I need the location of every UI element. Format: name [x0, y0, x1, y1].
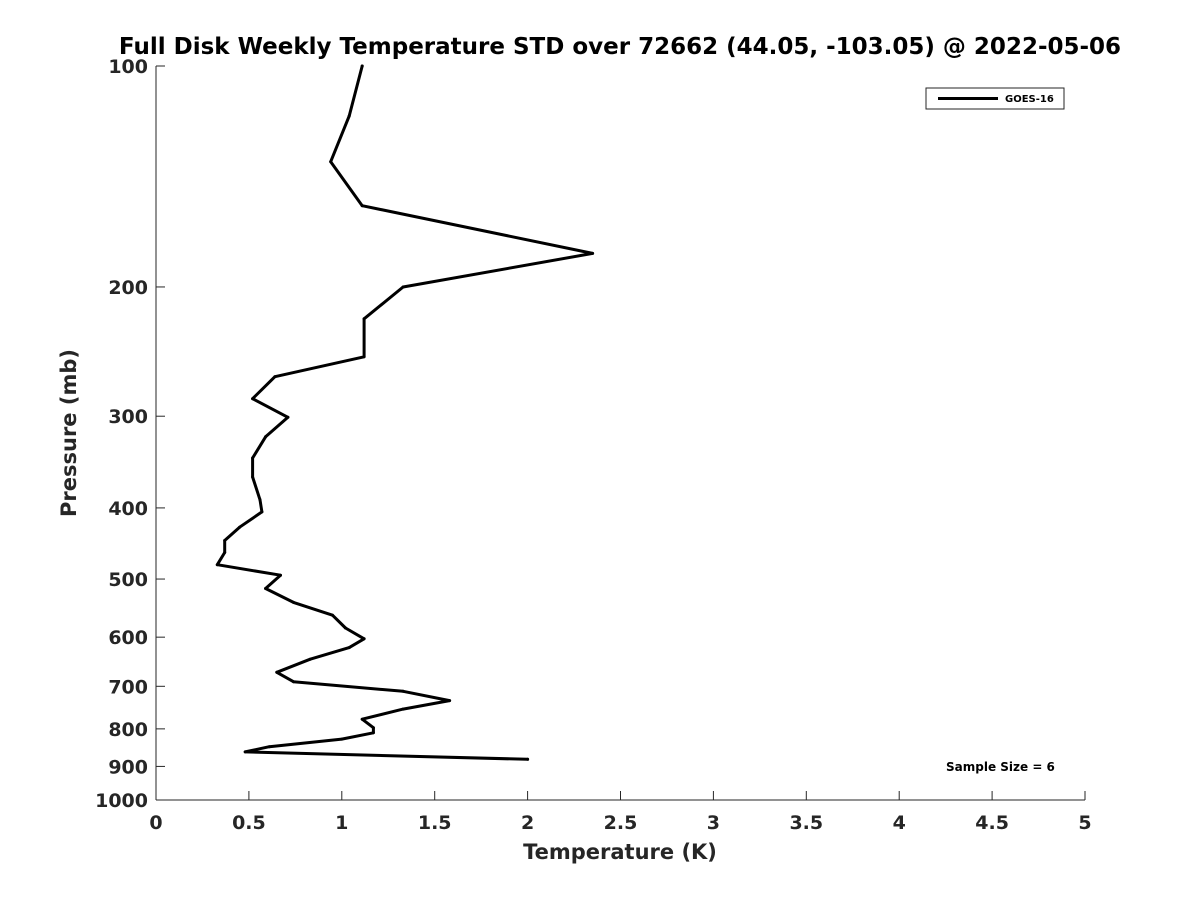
- series-point: [401, 689, 405, 693]
- x-axis-ticks: 0 0.5 1 1.5 2 2.5 3 3.5 4 4.5 5: [149, 791, 1092, 834]
- series-point: [371, 726, 375, 730]
- series-point: [360, 717, 364, 721]
- series-point: [243, 750, 247, 754]
- x-tick-label: 4: [893, 812, 906, 834]
- y-tick-label: 800: [108, 719, 148, 741]
- y-tick-label: 600: [108, 627, 148, 649]
- series-point: [223, 551, 227, 554]
- series-point: [275, 670, 279, 674]
- chart-title: Full Disk Weekly Temperature STD over 72…: [119, 34, 1121, 60]
- x-tick-label: 5: [1078, 812, 1091, 834]
- series-point: [329, 160, 333, 164]
- x-tick-label: 4.5: [975, 812, 1009, 834]
- x-tick-label: 0: [149, 812, 162, 834]
- series-point: [251, 475, 255, 479]
- x-tick-label: 2: [521, 812, 534, 834]
- series-point: [223, 539, 227, 542]
- series-point: [448, 699, 452, 703]
- series-point: [362, 637, 366, 641]
- series-point: [264, 435, 268, 439]
- series-point: [371, 731, 375, 735]
- sample-size-annotation: Sample Size = 6: [946, 760, 1055, 774]
- series-point: [308, 657, 312, 661]
- series-point: [526, 757, 530, 761]
- y-axis-ticks: 100 200 300 400 500 600 700 800 900 1000: [95, 56, 165, 812]
- series-point: [360, 64, 364, 68]
- series-point: [362, 355, 366, 359]
- series-points: [215, 64, 595, 761]
- x-tick-label: 1: [335, 812, 348, 834]
- y-tick-label: 500: [108, 569, 148, 591]
- series-point: [401, 707, 405, 711]
- series-point: [292, 680, 295, 684]
- series-point: [347, 646, 351, 650]
- series-point: [340, 737, 344, 741]
- series-point: [215, 563, 219, 567]
- series-point: [591, 251, 595, 255]
- x-tick-label: 0.5: [232, 812, 266, 834]
- series-line-goes-16: [215, 64, 595, 761]
- legend-label-goes-16: GOES-16: [1005, 94, 1054, 105]
- y-axis-label: Pressure (mb): [57, 349, 81, 517]
- x-tick-label: 3: [707, 812, 720, 834]
- series-point: [260, 510, 264, 514]
- x-tick-label: 1.5: [418, 812, 452, 834]
- legend: GOES-16: [925, 87, 1065, 110]
- series-point: [251, 397, 255, 401]
- series-point: [292, 600, 295, 604]
- series-point: [258, 498, 262, 502]
- series-point: [401, 285, 405, 289]
- series-point: [344, 626, 347, 630]
- x-tick-label: 3.5: [789, 812, 823, 834]
- series-point: [331, 613, 334, 617]
- y-tick-label: 400: [108, 498, 148, 520]
- series-point: [279, 573, 282, 577]
- y-tick-label: 200: [108, 277, 148, 299]
- series-point: [264, 587, 268, 590]
- series-point: [360, 204, 364, 208]
- series-point: [273, 375, 277, 379]
- x-tick-label: 2.5: [604, 812, 638, 834]
- y-tick-label: 100: [108, 56, 148, 78]
- x-axis-label: Temperature (K): [523, 840, 717, 864]
- series-point: [286, 415, 290, 419]
- y-tick-label: 1000: [95, 790, 148, 812]
- y-tick-label: 700: [108, 676, 148, 698]
- y-tick-label: 300: [108, 406, 148, 428]
- series-point: [251, 456, 255, 460]
- series-point: [362, 317, 366, 321]
- series-point: [267, 745, 271, 749]
- y-tick-label: 900: [108, 756, 148, 778]
- series-point: [238, 525, 242, 529]
- series-point: [347, 114, 351, 118]
